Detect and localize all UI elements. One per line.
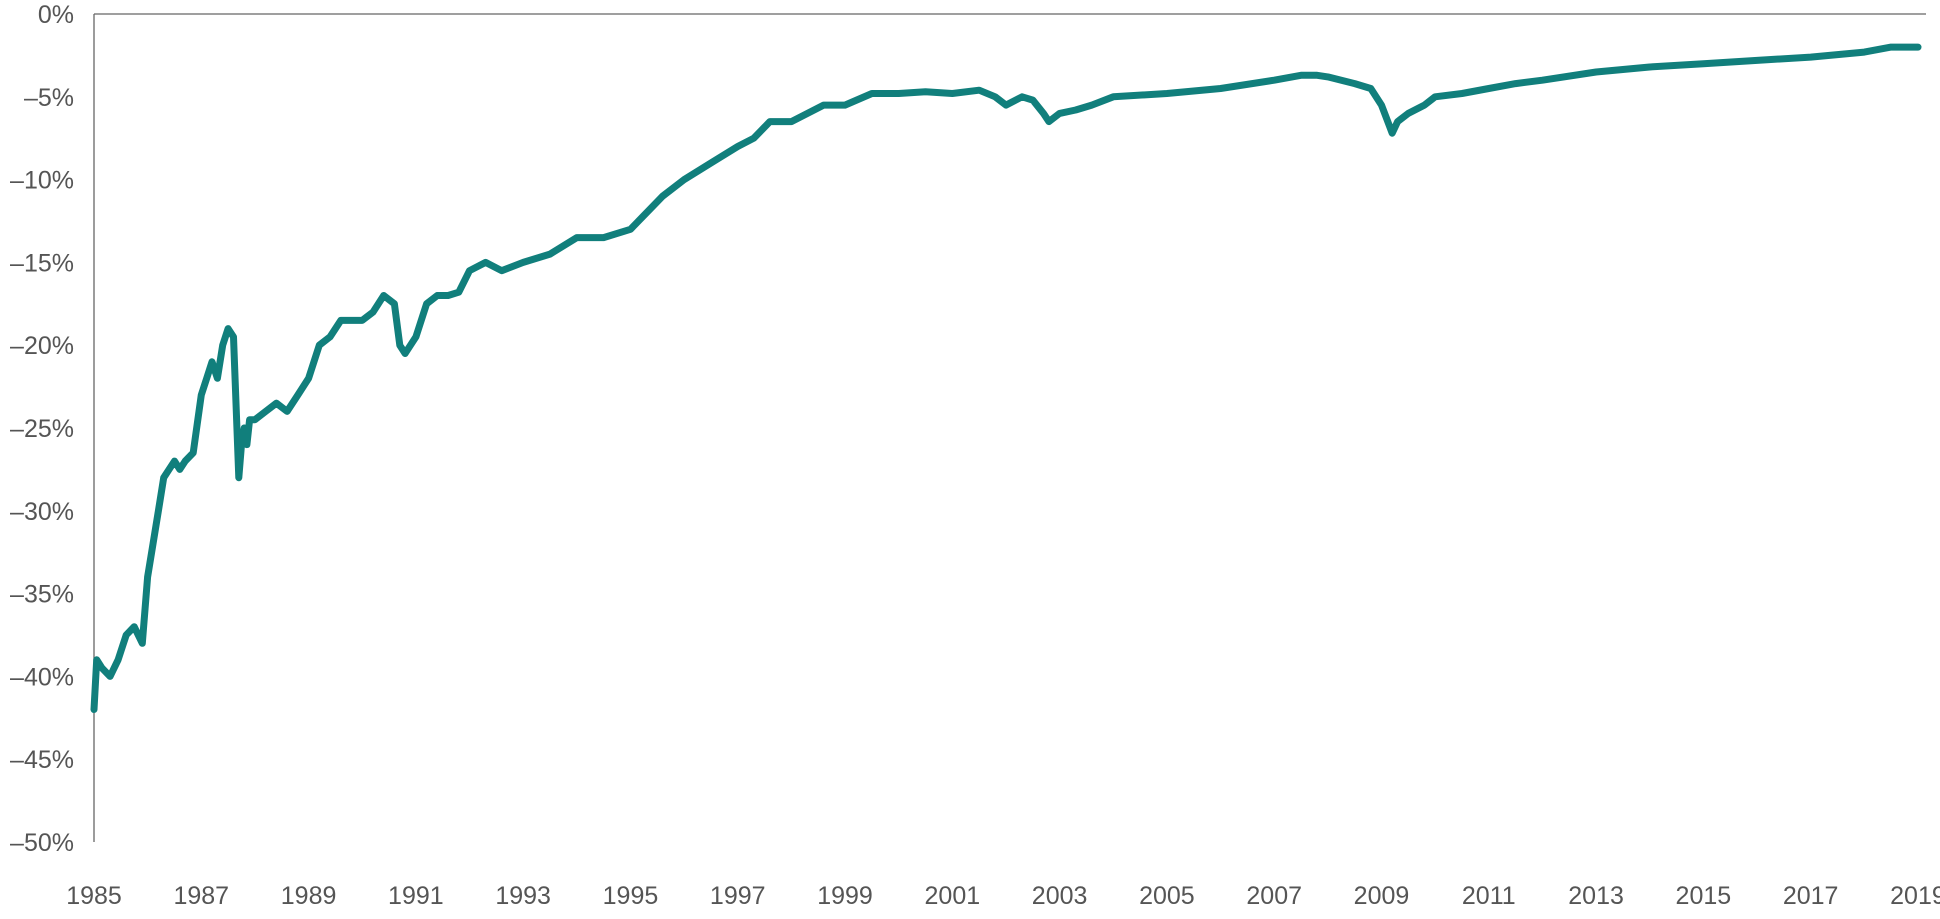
x-tick-label: 2007 xyxy=(1246,882,1302,910)
y-tick-label: –5% xyxy=(24,84,74,112)
x-tick-label: 2009 xyxy=(1354,882,1410,910)
drawdown-series-line xyxy=(90,43,1922,713)
x-tick-label: 1999 xyxy=(817,882,873,910)
x-tick-label: 2013 xyxy=(1568,882,1624,910)
y-tick-label: –25% xyxy=(10,415,74,443)
y-tick-label: –35% xyxy=(10,581,74,609)
y-tick-label: –15% xyxy=(10,249,74,277)
x-tick-label: 2019 xyxy=(1890,882,1940,910)
y-tick-label: –50% xyxy=(10,829,74,857)
x-tick-label: 1995 xyxy=(603,882,659,910)
y-tick-label: –40% xyxy=(10,663,74,691)
x-tick-label: 1987 xyxy=(173,882,229,910)
y-tick-label: –20% xyxy=(10,332,74,360)
y-tick-label: –45% xyxy=(10,746,74,774)
x-tick-label: 1993 xyxy=(495,882,551,910)
x-tick-label: 1985 xyxy=(66,882,122,910)
x-tick-label: 1991 xyxy=(388,882,444,910)
x-tick-label: 1997 xyxy=(710,882,766,910)
y-axis-tick-labels: 0% –5% –10% –15% –20% –25% –30% –35% –40% –45% –50… xyxy=(10,1,74,857)
x-axis-tick-labels: 1985 1987 1989 1991 1993 1995 1997 1999 2001 2003… xyxy=(66,882,1940,910)
y-tick-label: 0% xyxy=(38,1,74,29)
x-tick-label: 2011 xyxy=(1462,882,1516,910)
x-tick-label: 2005 xyxy=(1139,882,1195,910)
x-tick-label: 2015 xyxy=(1676,882,1732,910)
y-tick-label: –30% xyxy=(10,498,74,526)
x-tick-label: 2001 xyxy=(925,882,981,910)
x-tick-label: 2003 xyxy=(1032,882,1088,910)
y-tick-label: –10% xyxy=(10,167,74,195)
x-tick-label: 1989 xyxy=(281,882,337,910)
x-tick-label: 2017 xyxy=(1783,882,1839,910)
